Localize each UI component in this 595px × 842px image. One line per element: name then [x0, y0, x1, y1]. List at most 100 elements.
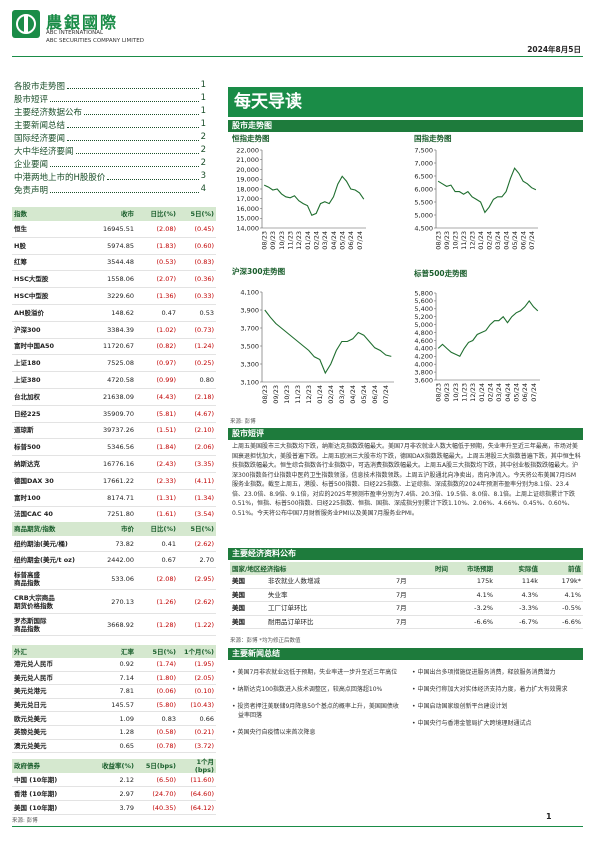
- x-tick-label: 10/23: [283, 385, 291, 404]
- table-cell: (0.60): [194, 241, 214, 250]
- table-cell: (2.06): [194, 443, 214, 452]
- table-cell: 4.3%: [521, 590, 538, 599]
- news-item: • 中国央行称加大对实体经济支持力度，着力扩大有效需求: [412, 686, 568, 693]
- table-cell: 3668.92: [107, 620, 134, 629]
- table-row: 澳元兑美元 0.65 (0.78) (3.72): [12, 740, 216, 754]
- table-cell: (2.07): [156, 275, 176, 284]
- table-cell: (1.84): [156, 443, 176, 452]
- table-cell: (2.62): [194, 539, 214, 548]
- table-cell: 0.65: [119, 741, 134, 750]
- table-cell: (2.62): [194, 597, 214, 606]
- table-cell: (2.43): [156, 460, 176, 469]
- table-cell: 175k: [476, 577, 493, 586]
- table-cell: 11720.67: [102, 342, 134, 351]
- x-tick-label: 10/23: [451, 231, 459, 250]
- x-tick-label: 12/23: [305, 385, 313, 404]
- table: 国家/地区经济指标 时间 市场预期 实际值 前值 美国 非农就业人数增减 7月 175k 114k…: [230, 562, 583, 629]
- table-cell: 3544.48: [107, 258, 134, 267]
- header-cell: 市场预期: [467, 564, 493, 573]
- table-cell: -6.7%: [519, 617, 538, 626]
- table-cell: 0.53: [199, 308, 214, 317]
- toc-page: 3: [200, 171, 206, 181]
- x-tick-label: 11/23: [460, 231, 468, 250]
- table-cell: 2.70: [199, 555, 214, 564]
- x-tick-label: 08/23: [261, 385, 269, 404]
- news-item: • 美国7月非农就业远低于预期，失业率进一步升至近三年高位: [232, 669, 398, 676]
- toc-leader: [50, 158, 199, 167]
- table-cell: 4720.58: [107, 376, 134, 385]
- table-cell: (5.81): [156, 409, 176, 418]
- y-tick-label: 18,000: [236, 185, 259, 193]
- y-tick-label: 4,600: [414, 337, 433, 345]
- header-cell: 5日(%): [190, 525, 214, 533]
- header-cell: 政府债券: [14, 762, 40, 770]
- y-tick-label: 6,500: [414, 172, 433, 180]
- header-cell: 前值: [568, 564, 581, 573]
- news-text: 中国央行与香港金管局扩大跨境理财通试点: [417, 720, 532, 727]
- section-title: 股市走势图: [232, 121, 272, 130]
- table-cell: (1.31): [156, 493, 176, 502]
- x-tick-label: 08/23: [434, 383, 442, 402]
- table-cell: (1.28): [156, 620, 176, 629]
- table-row: 上证380 4720.58 (0.99) 0.80: [12, 372, 216, 389]
- x-tick-label: 11/23: [460, 383, 468, 402]
- x-tick-label: 06/24: [371, 385, 379, 404]
- table-row: 红筹 3544.48 (0.53) (0.83): [12, 255, 216, 272]
- y-tick-label: 3,100: [240, 378, 259, 386]
- commentary: 上周五美国股市三大指数均下跌，纳斯达克指数跌幅最大。美国7月非农就业人数大幅低于…: [232, 443, 581, 517]
- header-cell: 时间: [435, 564, 448, 573]
- table-cell: 美国 (10年期): [14, 803, 58, 812]
- table-cell: (1.26): [156, 597, 176, 606]
- title-bar: 每天导读: [228, 87, 583, 117]
- toc-leader: [50, 184, 199, 193]
- x-tick-label: 05/24: [360, 385, 368, 404]
- table-cell: 美国: [232, 604, 245, 613]
- y-tick-label: 4,100: [240, 288, 259, 296]
- header-cell: 5日(%): [152, 647, 176, 656]
- table-cell: 澳元兑美元: [14, 741, 47, 750]
- x-tick-label: 04/24: [502, 231, 510, 250]
- table-row: 美国 工厂订单环比 7月 -3.2% -3.3% -0.5%: [230, 602, 583, 616]
- table-cell: 0.41: [161, 539, 176, 548]
- x-tick-label: 09/23: [443, 231, 451, 250]
- x-tick-label: 12/23: [295, 231, 303, 250]
- table-cell: 0.47: [161, 308, 176, 317]
- y-tick-label: 4,400: [414, 345, 433, 353]
- line: [437, 299, 539, 358]
- table-row: 美国 失业率 7月 4.1% 4.3% 4.1%: [230, 589, 583, 602]
- table-row: 欧元兑美元 1.09 0.83 0.66: [12, 712, 216, 726]
- table-cell: 日经225: [14, 409, 41, 418]
- x-tick-label: 02/24: [485, 231, 493, 250]
- toc-page: 1: [200, 93, 206, 103]
- header-cell: 5日(%): [190, 210, 214, 218]
- table-row: 法国CAC 40 7251.80 (1.61) (3.54): [12, 507, 216, 524]
- y-tick-label: 7,000: [414, 159, 433, 167]
- table-cell: (10.43): [190, 701, 214, 710]
- table-header: 商品期货/指数 市价 日比(%) 5日(%): [12, 522, 216, 536]
- y-tick-label: 5,500: [414, 198, 433, 206]
- x-tick-label: 09/23: [269, 231, 277, 250]
- table-cell: 法国CAC 40: [14, 510, 53, 519]
- section-title: 主要经济资料公布: [232, 549, 296, 558]
- source: 来源：彭博 *均为修正后数值: [230, 638, 301, 644]
- table-cell: (1.74): [156, 660, 176, 669]
- table-cell: 1558.06: [107, 275, 134, 284]
- table-cell: (1.83): [156, 241, 176, 250]
- table-cell: HSC大型股: [14, 275, 49, 284]
- news-text: 中国央行称加大对实体经济支持力度，着力扩大有效需求: [417, 686, 568, 693]
- x-tick-label: 08/23: [260, 231, 268, 250]
- table-row: 标普500 5346.56 (1.84) (2.06): [12, 439, 216, 457]
- source: 来源: 彭博: [12, 818, 38, 824]
- table-row: 美国 非农就业人数增减 7月 175k 114k 179k*: [230, 575, 583, 589]
- table-row: 美国 (10年期) 3.79 (40.35) (64.12): [12, 801, 216, 815]
- table-cell: (3.54): [194, 510, 214, 519]
- news-text: 纳斯达克100指数进入技术调整区，较高点回落超10%: [237, 686, 383, 693]
- x-tick-label: 03/24: [494, 231, 502, 250]
- table-cell: 35909.70: [102, 409, 134, 418]
- news-item: • 中国启动国家级创新平台建设计划: [412, 703, 508, 710]
- toc-leader: [84, 106, 199, 115]
- news-item: • 英国央行自疫情以来首次降息: [232, 729, 316, 736]
- table-cell: 道琼斯: [14, 426, 34, 435]
- table-cell: (64.60): [190, 789, 214, 798]
- x-tick-label: 03/24: [321, 231, 329, 250]
